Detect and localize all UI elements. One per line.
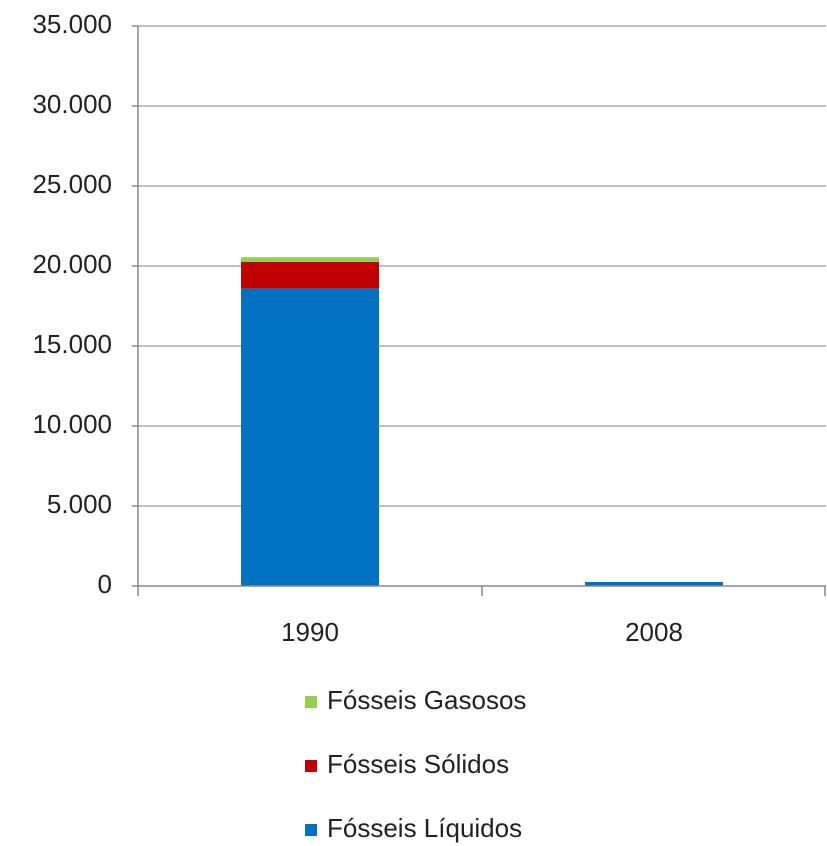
y-tick-label: 30.000	[32, 89, 112, 119]
y-tick-label: 5.000	[47, 489, 112, 519]
legend-label: Fósseis Sólidos	[327, 749, 509, 779]
x-tick-label: 2008	[625, 617, 683, 647]
x-tick-label: 1990	[281, 617, 339, 647]
legend-label: Fósseis Líquidos	[327, 813, 522, 843]
bar-segment	[241, 257, 379, 262]
y-tick-label: 10.000	[32, 409, 112, 439]
legend-swatch	[305, 760, 317, 772]
bar-segment	[241, 288, 379, 586]
y-tick-label: 15.000	[32, 329, 112, 359]
legend-label: Fósseis Gasosos	[327, 685, 526, 715]
bar-segment	[241, 262, 379, 289]
legend-swatch	[305, 696, 317, 708]
bar-segment	[585, 582, 723, 586]
y-tick-label: 0	[98, 569, 112, 599]
y-tick-label: 35.000	[32, 9, 112, 39]
y-tick-label: 25.000	[32, 169, 112, 199]
y-tick-label: 20.000	[32, 249, 112, 279]
legend-swatch	[305, 824, 317, 836]
